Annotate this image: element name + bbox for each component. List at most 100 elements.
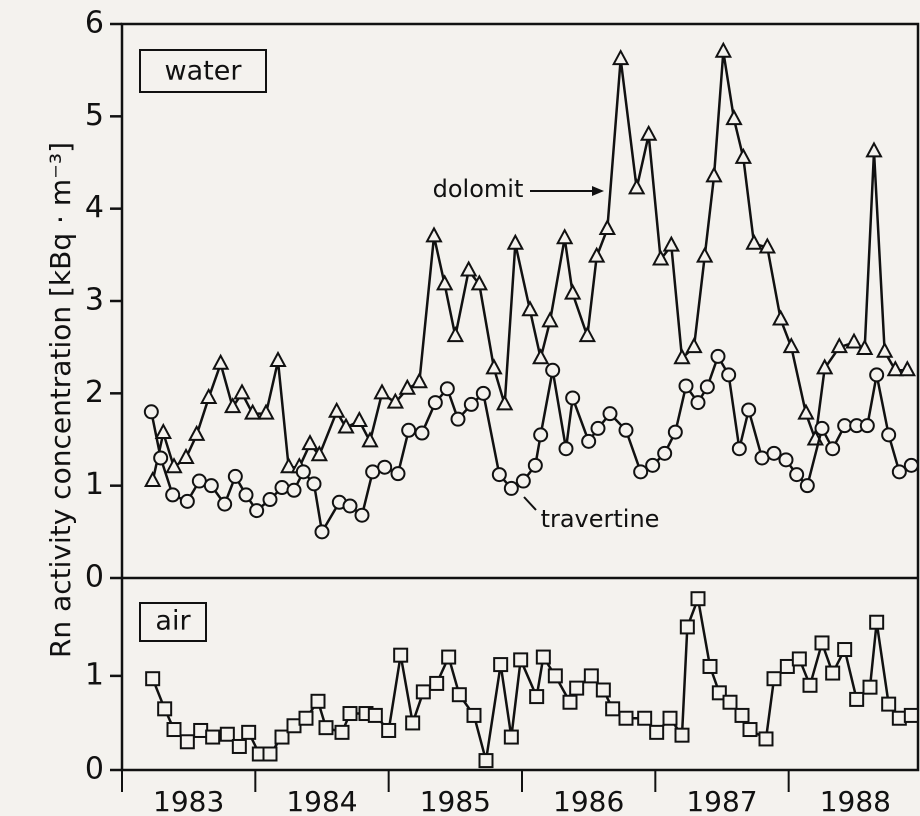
panel-label-box [139, 602, 207, 642]
data-point [475, 385, 491, 401]
data-point [837, 642, 853, 658]
data-point [274, 480, 290, 496]
data-point [451, 687, 467, 703]
data-point [545, 362, 561, 378]
data-point [257, 403, 275, 420]
data-point [310, 693, 326, 709]
y-tick-label: 6 [85, 6, 104, 41]
data-point [734, 147, 753, 164]
data-point [667, 424, 683, 440]
data-point [286, 718, 302, 734]
data-point [238, 487, 254, 503]
data-point [466, 707, 482, 723]
data-point [157, 701, 173, 717]
data-point [478, 753, 494, 769]
data-point [187, 424, 206, 441]
data-point [269, 350, 287, 368]
data-point [262, 492, 278, 508]
series-line [151, 594, 912, 761]
data-point [859, 418, 875, 434]
data-point [791, 651, 807, 667]
data-point [493, 657, 509, 673]
y-tick-label: 1 [85, 467, 104, 502]
data-point [143, 404, 159, 420]
data-point [590, 420, 606, 436]
data-point [651, 249, 670, 266]
data-point [721, 367, 737, 383]
data-point [377, 459, 393, 475]
data-point [722, 694, 738, 710]
data-point [891, 464, 907, 480]
data-point [459, 260, 478, 277]
data-point [710, 348, 726, 364]
y-tick-label: 2 [85, 375, 104, 410]
data-point [674, 727, 690, 743]
data-point [547, 668, 563, 684]
data-point [766, 671, 782, 687]
data-point [342, 498, 358, 514]
annotation-pointer [523, 496, 537, 511]
data-point [414, 425, 430, 441]
data-point [849, 691, 865, 707]
data-point [306, 476, 322, 492]
data-point [531, 348, 550, 365]
y-tick-label: 1 [85, 657, 104, 692]
data-point [745, 233, 763, 250]
data-point [662, 235, 681, 252]
data-point [649, 724, 665, 740]
data-point [205, 729, 221, 745]
data-point [199, 387, 218, 404]
data-point [262, 746, 278, 762]
data-point [778, 452, 794, 468]
data-point [441, 649, 457, 665]
data-point [645, 457, 661, 473]
data-point [825, 441, 841, 457]
data-point [695, 246, 714, 263]
data-point [865, 141, 883, 158]
data-point [881, 696, 897, 712]
data-point [565, 390, 581, 406]
data-point [166, 722, 182, 738]
data-point [337, 417, 355, 434]
data-point [373, 383, 391, 400]
data-point [295, 464, 311, 480]
data-point [527, 457, 543, 473]
data-point [154, 422, 173, 440]
data-point [771, 309, 790, 326]
data-point [314, 524, 330, 540]
data-point [705, 166, 723, 183]
data-point [555, 228, 574, 245]
data-point [286, 482, 302, 498]
data-point [797, 403, 815, 420]
x-tick-label: 1985 [420, 785, 491, 816]
series-annotation: dolomit [433, 175, 524, 203]
data-point [886, 360, 905, 377]
data-point [903, 707, 919, 723]
data-point [618, 710, 634, 726]
data-point [825, 665, 841, 681]
data-point [814, 420, 830, 436]
data-point [241, 724, 257, 740]
data-point [165, 487, 181, 503]
data-point [521, 300, 539, 317]
data-point [602, 406, 618, 422]
data-point [361, 431, 379, 448]
data-point [595, 682, 611, 698]
annotation-arrowhead [592, 186, 604, 196]
x-tick-label: 1987 [686, 785, 757, 816]
data-point [529, 689, 545, 705]
data-point [165, 457, 183, 474]
data-point [583, 668, 599, 684]
data-point [153, 450, 169, 466]
x-tick-label: 1984 [286, 785, 357, 816]
data-point [179, 734, 195, 750]
data-point [393, 647, 409, 663]
data-point [327, 401, 346, 418]
y-tick-label: 3 [85, 283, 104, 318]
data-point [401, 422, 417, 438]
data-point [515, 473, 531, 489]
data-point [450, 411, 466, 427]
panel-label: water [165, 56, 243, 87]
data-point [789, 467, 805, 483]
data-point [678, 378, 694, 394]
